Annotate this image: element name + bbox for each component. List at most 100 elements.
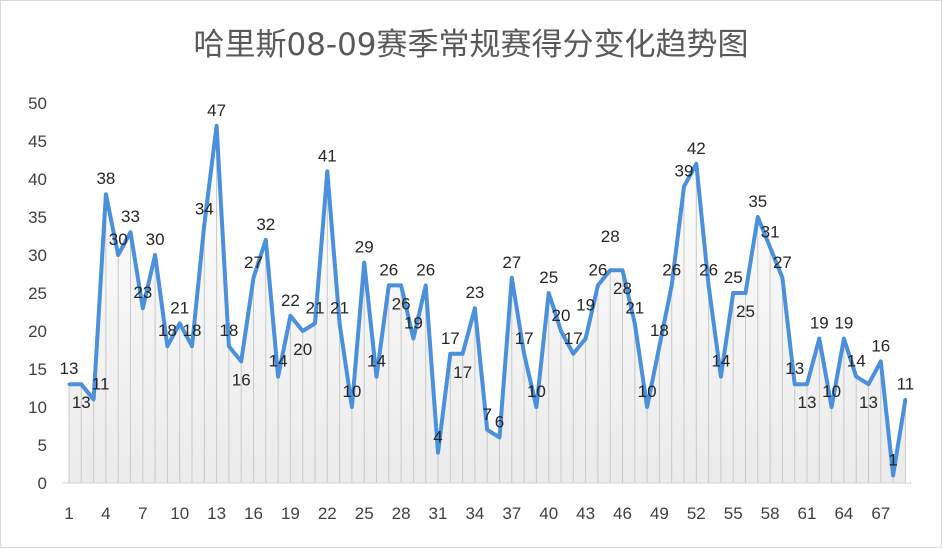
data-label: 19 bbox=[404, 314, 423, 333]
data-label: 11 bbox=[897, 374, 915, 393]
data-point bbox=[879, 359, 883, 363]
data-label: 41 bbox=[318, 146, 337, 165]
x-tick-label: 13 bbox=[207, 504, 226, 523]
x-tick-label: 34 bbox=[465, 504, 484, 523]
data-point bbox=[744, 291, 747, 295]
x-tick-label: 31 bbox=[429, 504, 448, 523]
data-point bbox=[448, 352, 452, 356]
data-point bbox=[830, 405, 834, 409]
data-point bbox=[534, 405, 538, 409]
data-label: 21 bbox=[170, 298, 189, 317]
data-point bbox=[719, 375, 723, 379]
data-point bbox=[288, 314, 292, 318]
data-point bbox=[165, 344, 169, 348]
y-tick-label: 45 bbox=[28, 132, 47, 151]
data-point bbox=[350, 405, 354, 409]
data-label: 26 bbox=[416, 260, 435, 279]
data-point bbox=[510, 276, 514, 280]
data-point bbox=[571, 352, 575, 356]
data-point bbox=[756, 215, 760, 219]
data-point bbox=[375, 375, 378, 379]
data-point bbox=[854, 375, 858, 379]
data-label: 14 bbox=[269, 352, 288, 371]
data-label: 26 bbox=[588, 260, 607, 279]
data-label: 20 bbox=[293, 340, 312, 359]
y-tick-label: 40 bbox=[28, 170, 47, 189]
y-tick-label: 50 bbox=[28, 94, 47, 113]
data-label: 16 bbox=[232, 370, 251, 389]
data-label: 18 bbox=[183, 321, 202, 340]
data-point bbox=[215, 124, 219, 128]
data-label: 18 bbox=[650, 321, 669, 340]
data-label: 38 bbox=[96, 169, 115, 188]
data-label: 14 bbox=[847, 352, 866, 371]
data-label: 17 bbox=[453, 363, 472, 382]
x-tick-label: 37 bbox=[502, 504, 521, 523]
y-tick-label: 10 bbox=[28, 398, 47, 417]
data-point bbox=[645, 405, 649, 409]
data-label: 33 bbox=[121, 207, 140, 226]
data-label: 17 bbox=[441, 329, 460, 348]
data-label: 39 bbox=[675, 162, 694, 181]
x-tick-label: 58 bbox=[761, 504, 780, 523]
data-point bbox=[264, 238, 268, 242]
data-point bbox=[891, 473, 895, 477]
data-label: 10 bbox=[638, 382, 657, 401]
data-label: 26 bbox=[662, 260, 681, 279]
data-label: 30 bbox=[109, 230, 128, 249]
data-point bbox=[424, 283, 428, 287]
data-label: 42 bbox=[687, 139, 706, 158]
data-label: 18 bbox=[158, 321, 177, 340]
data-label: 16 bbox=[871, 336, 890, 355]
data-point bbox=[780, 276, 784, 280]
data-label: 17 bbox=[515, 329, 534, 348]
data-label: 25 bbox=[724, 268, 743, 287]
data-label: 10 bbox=[342, 382, 361, 401]
data-label: 21 bbox=[625, 298, 644, 317]
y-tick-label: 30 bbox=[28, 246, 47, 265]
x-tick-label: 7 bbox=[138, 504, 147, 523]
data-label: 6 bbox=[495, 412, 504, 431]
data-point bbox=[141, 306, 145, 310]
data-point bbox=[633, 321, 637, 325]
data-point bbox=[461, 352, 465, 356]
data-point bbox=[559, 329, 563, 333]
data-point bbox=[301, 329, 305, 333]
data-point bbox=[621, 268, 624, 272]
data-label: 13 bbox=[72, 393, 91, 412]
data-label: 30 bbox=[146, 230, 165, 249]
data-point bbox=[153, 253, 157, 257]
data-point bbox=[867, 382, 870, 386]
x-tick-label: 1 bbox=[64, 504, 73, 523]
data-label: 25 bbox=[736, 302, 755, 321]
data-point bbox=[694, 162, 698, 166]
data-label: 27 bbox=[773, 253, 792, 272]
data-point bbox=[202, 223, 206, 227]
data-point bbox=[903, 397, 907, 401]
x-tick-label: 43 bbox=[576, 504, 595, 523]
data-point bbox=[522, 352, 526, 356]
data-point bbox=[793, 382, 797, 386]
data-label: 7 bbox=[482, 405, 491, 424]
data-label: 34 bbox=[195, 200, 214, 219]
data-label: 19 bbox=[834, 314, 853, 333]
data-point bbox=[227, 344, 231, 348]
data-label: 28 bbox=[601, 227, 620, 246]
data-label: 31 bbox=[761, 222, 780, 241]
data-point bbox=[547, 291, 551, 295]
data-point bbox=[178, 321, 182, 325]
data-label: 13 bbox=[60, 359, 79, 378]
x-tick-label: 28 bbox=[392, 504, 411, 523]
data-point bbox=[805, 382, 809, 386]
data-point bbox=[498, 435, 501, 439]
data-point bbox=[485, 428, 489, 432]
y-tick-label: 15 bbox=[28, 360, 47, 379]
data-label: 11 bbox=[92, 374, 110, 393]
data-label: 19 bbox=[576, 296, 595, 315]
data-point bbox=[731, 291, 735, 295]
data-point bbox=[473, 306, 477, 310]
data-point bbox=[325, 169, 329, 173]
data-point bbox=[252, 276, 255, 280]
data-point bbox=[608, 268, 612, 272]
